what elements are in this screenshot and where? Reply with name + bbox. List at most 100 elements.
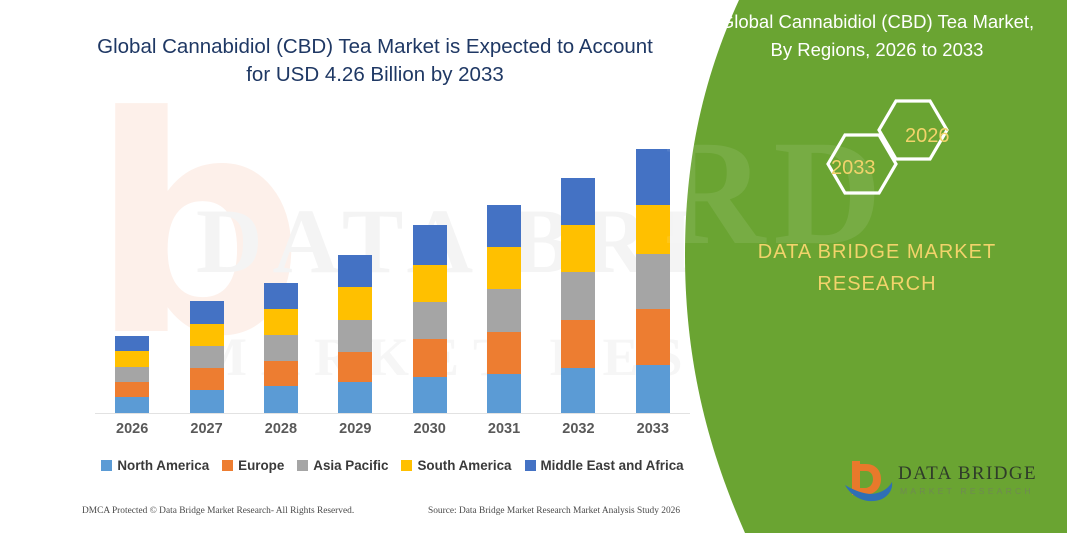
hexagon-group: 2026 2033 — [797, 95, 977, 210]
bar-segment — [412, 225, 447, 265]
hexagon-outlines — [826, 99, 949, 195]
bar-segment — [189, 301, 224, 324]
legend-label: South America — [417, 457, 512, 473]
stacked-bar[interactable] — [561, 178, 596, 413]
x-axis-labels: 2026 2027 2028 2029 2030 2031 2032 2033 — [95, 421, 690, 443]
legend-item[interactable]: Europe — [222, 458, 284, 473]
legend-item[interactable]: South America — [401, 457, 512, 473]
bar-segment — [487, 332, 522, 374]
x-axis-label: 2026 — [116, 421, 149, 437]
bar-segment — [263, 283, 298, 309]
bar-segment — [487, 247, 522, 289]
page-title-line1: Global Cannabidiol (CBD) Tea Market is E… — [97, 35, 653, 58]
page-title: Global Cannabidiol (CBD) Tea Market is E… — [60, 33, 690, 89]
bar-segment — [561, 178, 596, 225]
x-axis-label: 2029 — [339, 421, 372, 437]
databridge-logo: DATA BRIDGE MARKET RESEARCH — [842, 455, 1042, 513]
databridge-logo-tagline: MARKET RESEARCH — [900, 486, 1034, 496]
hexagon-2026-shape — [877, 99, 949, 161]
legend-item[interactable]: North America — [101, 458, 209, 473]
bar-segment — [263, 335, 298, 361]
hexagon-2033-shape — [826, 133, 898, 195]
bar-segment — [561, 272, 596, 320]
bar-segment — [338, 320, 373, 352]
bar-segment — [338, 287, 373, 320]
bar-segment — [635, 254, 670, 309]
legend-label: Asia Pacific — [313, 457, 389, 473]
legend-swatch-icon — [401, 459, 413, 471]
bar-slot — [467, 132, 541, 413]
bar-segment — [189, 346, 224, 368]
x-axis-label: 2031 — [487, 421, 521, 437]
bar-slot — [244, 132, 318, 413]
bar-segment — [263, 361, 298, 386]
bar-segment — [189, 324, 224, 346]
panel-brand-line2: RESEARCH — [817, 273, 937, 295]
bar-slot — [393, 132, 467, 413]
bar-segment — [635, 365, 670, 413]
stacked-bar[interactable] — [412, 225, 447, 413]
bar-segment — [561, 320, 596, 368]
hexagon-2026-label: 2026 — [905, 125, 950, 147]
chart-legend: North America Europe Asia Pacific South Ame… — [95, 455, 690, 475]
legend-label: North America — [117, 457, 210, 473]
bar-segment — [487, 289, 522, 332]
stacked-bar[interactable] — [487, 205, 522, 413]
legend-label: Europe — [238, 457, 285, 473]
page-title-line2: for USD 4.26 Billion by 2033 — [246, 63, 504, 86]
legend-label: Middle East and Africa — [540, 457, 684, 473]
bar-segment — [115, 336, 150, 351]
stacked-bar[interactable] — [635, 149, 670, 413]
x-axis-label: 2030 — [413, 421, 446, 437]
legend-swatch-icon — [222, 459, 234, 471]
bar-segment — [263, 309, 298, 335]
bar-segment — [115, 397, 150, 413]
bar-segment — [635, 205, 670, 254]
bar-segment — [189, 368, 224, 390]
bar-slot — [616, 132, 690, 413]
bar-segment — [115, 351, 150, 367]
bar-segment — [115, 382, 150, 397]
green-panel-shape — [685, 0, 1067, 533]
stacked-bar[interactable] — [189, 301, 224, 413]
bar-segment — [635, 309, 670, 365]
stacked-bar-chart — [95, 132, 690, 414]
x-axis-label: 2028 — [264, 421, 298, 437]
stacked-bar[interactable] — [115, 336, 150, 413]
bar-slot — [541, 132, 615, 413]
bar-segment — [189, 390, 224, 413]
x-axis-label: 2033 — [636, 421, 669, 437]
panel-title-line1: Global Cannabidiol (CBD) Tea Market, — [719, 11, 1035, 32]
legend-item[interactable]: Asia Pacific — [297, 458, 388, 473]
bar-slot — [95, 132, 169, 413]
legend-item[interactable]: Middle East and Africa — [524, 457, 684, 473]
panel-brand-name: DATA BRIDGE MARKET RESEARCH — [707, 236, 1047, 300]
bar-slot — [318, 132, 392, 413]
bar-segment — [412, 377, 447, 413]
x-axis-label: 2027 — [190, 421, 223, 437]
hexagon-2033-label: 2033 — [831, 157, 876, 179]
bar-segment — [487, 205, 522, 247]
legend-swatch-icon — [101, 459, 113, 471]
bar-segment — [561, 225, 596, 272]
bar-segment — [338, 352, 373, 382]
bar-segment — [412, 302, 447, 339]
x-axis-line — [95, 413, 690, 414]
chart-bars — [95, 132, 690, 413]
footer-copyright: DMCA Protected © Data Bridge Market Rese… — [82, 506, 355, 516]
footer-source: Source: Data Bridge Market Research Mark… — [428, 506, 681, 516]
panel-title-line2: By Regions, 2026 to 2033 — [770, 39, 984, 60]
bar-segment — [561, 368, 596, 413]
stacked-bar[interactable] — [263, 283, 298, 413]
databridge-logo-text: DATA BRIDGE — [898, 463, 1037, 484]
databridge-logo-mark — [845, 461, 893, 502]
bar-segment — [115, 367, 150, 382]
bar-segment — [338, 382, 373, 413]
bar-segment — [412, 339, 447, 377]
bar-segment — [263, 386, 298, 413]
bar-slot — [169, 132, 243, 413]
bar-segment — [487, 374, 522, 413]
stacked-bar[interactable] — [338, 255, 373, 413]
panel-title: Global Cannabidiol (CBD) Tea Market, By … — [707, 8, 1047, 64]
